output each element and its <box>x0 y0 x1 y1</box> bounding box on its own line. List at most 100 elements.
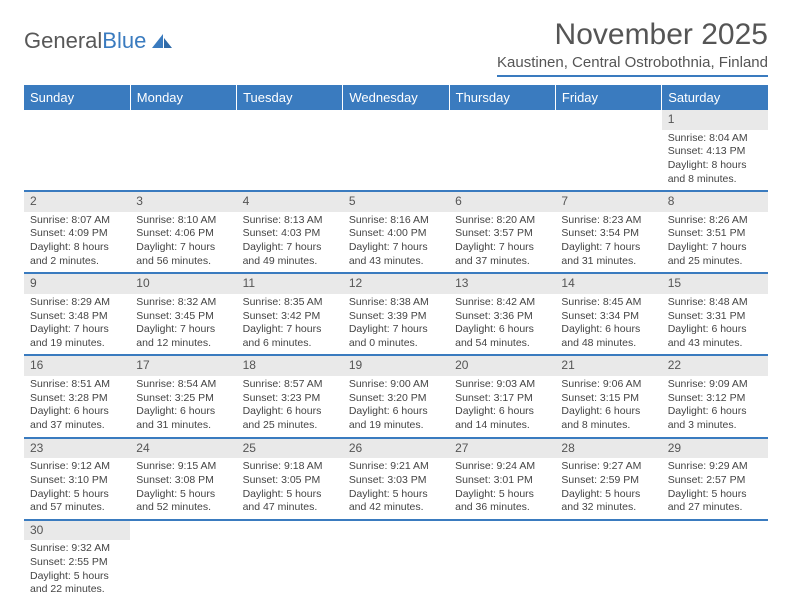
calendar-cell <box>662 520 768 601</box>
sunset-text: Sunset: 3:36 PM <box>455 310 549 324</box>
calendar-body: 1Sunrise: 8:04 AMSunset: 4:13 PMDaylight… <box>24 110 768 601</box>
calendar-cell: 26Sunrise: 9:21 AMSunset: 3:03 PMDayligh… <box>343 438 449 520</box>
sunrise-text: Sunrise: 8:42 AM <box>455 296 549 310</box>
day-number: 11 <box>237 274 343 294</box>
sunrise-text: Sunrise: 9:32 AM <box>30 542 124 556</box>
daylight-text: Daylight: 6 hours and 31 minutes. <box>136 405 230 432</box>
sunrise-text: Sunrise: 8:29 AM <box>30 296 124 310</box>
sunrise-text: Sunrise: 9:27 AM <box>561 460 655 474</box>
sunrise-text: Sunrise: 9:03 AM <box>455 378 549 392</box>
sunrise-text: Sunrise: 8:35 AM <box>243 296 337 310</box>
sunset-text: Sunset: 3:54 PM <box>561 227 655 241</box>
weekday-header: Wednesday <box>343 85 449 110</box>
cell-body: Sunrise: 8:35 AMSunset: 3:42 PMDaylight:… <box>237 294 343 355</box>
cell-body: Sunrise: 8:42 AMSunset: 3:36 PMDaylight:… <box>449 294 555 355</box>
calendar-cell: 7Sunrise: 8:23 AMSunset: 3:54 PMDaylight… <box>555 191 661 273</box>
daylight-text: Daylight: 6 hours and 14 minutes. <box>455 405 549 432</box>
sunset-text: Sunset: 2:59 PM <box>561 474 655 488</box>
daylight-text: Daylight: 6 hours and 54 minutes. <box>455 323 549 350</box>
sunrise-text: Sunrise: 8:26 AM <box>668 214 762 228</box>
sunset-text: Sunset: 3:48 PM <box>30 310 124 324</box>
cell-body: Sunrise: 8:04 AMSunset: 4:13 PMDaylight:… <box>662 130 768 191</box>
calendar-week-row: 30Sunrise: 9:32 AMSunset: 2:55 PMDayligh… <box>24 520 768 601</box>
day-number: 12 <box>343 274 449 294</box>
cell-body: Sunrise: 8:51 AMSunset: 3:28 PMDaylight:… <box>24 376 130 437</box>
daylight-text: Daylight: 6 hours and 43 minutes. <box>668 323 762 350</box>
calendar-cell: 20Sunrise: 9:03 AMSunset: 3:17 PMDayligh… <box>449 355 555 437</box>
calendar-cell: 25Sunrise: 9:18 AMSunset: 3:05 PMDayligh… <box>237 438 343 520</box>
calendar-cell: 15Sunrise: 8:48 AMSunset: 3:31 PMDayligh… <box>662 273 768 355</box>
sunset-text: Sunset: 3:10 PM <box>30 474 124 488</box>
daylight-text: Daylight: 7 hours and 6 minutes. <box>243 323 337 350</box>
location: Kaustinen, Central Ostrobothnia, Finland <box>497 54 768 77</box>
calendar-cell <box>24 110 130 191</box>
daylight-text: Daylight: 5 hours and 32 minutes. <box>561 488 655 515</box>
sunrise-text: Sunrise: 8:54 AM <box>136 378 230 392</box>
daylight-text: Daylight: 7 hours and 49 minutes. <box>243 241 337 268</box>
sunset-text: Sunset: 3:42 PM <box>243 310 337 324</box>
cell-body: Sunrise: 9:12 AMSunset: 3:10 PMDaylight:… <box>24 458 130 519</box>
calendar-week-row: 23Sunrise: 9:12 AMSunset: 3:10 PMDayligh… <box>24 438 768 520</box>
month-title: November 2025 <box>497 18 768 52</box>
sunset-text: Sunset: 2:57 PM <box>668 474 762 488</box>
calendar-week-row: 9Sunrise: 8:29 AMSunset: 3:48 PMDaylight… <box>24 273 768 355</box>
sunset-text: Sunset: 3:39 PM <box>349 310 443 324</box>
daylight-text: Daylight: 7 hours and 12 minutes. <box>136 323 230 350</box>
calendar-cell <box>449 110 555 191</box>
sunset-text: Sunset: 3:28 PM <box>30 392 124 406</box>
cell-body: Sunrise: 8:29 AMSunset: 3:48 PMDaylight:… <box>24 294 130 355</box>
cell-body: Sunrise: 9:03 AMSunset: 3:17 PMDaylight:… <box>449 376 555 437</box>
sunset-text: Sunset: 2:55 PM <box>30 556 124 570</box>
day-number: 24 <box>130 439 236 459</box>
header: GeneralBlue November 2025 Kaustinen, Cen… <box>24 18 768 77</box>
sunrise-text: Sunrise: 9:00 AM <box>349 378 443 392</box>
cell-body: Sunrise: 8:16 AMSunset: 4:00 PMDaylight:… <box>343 212 449 273</box>
calendar-week-row: 16Sunrise: 8:51 AMSunset: 3:28 PMDayligh… <box>24 355 768 437</box>
sunrise-text: Sunrise: 9:18 AM <box>243 460 337 474</box>
cell-body: Sunrise: 9:24 AMSunset: 3:01 PMDaylight:… <box>449 458 555 519</box>
weekday-header: Monday <box>130 85 236 110</box>
day-number: 14 <box>555 274 661 294</box>
calendar-cell: 4Sunrise: 8:13 AMSunset: 4:03 PMDaylight… <box>237 191 343 273</box>
cell-body: Sunrise: 8:38 AMSunset: 3:39 PMDaylight:… <box>343 294 449 355</box>
day-number: 1 <box>662 110 768 130</box>
calendar-cell: 19Sunrise: 9:00 AMSunset: 3:20 PMDayligh… <box>343 355 449 437</box>
daylight-text: Daylight: 5 hours and 42 minutes. <box>349 488 443 515</box>
day-number: 9 <box>24 274 130 294</box>
cell-body: Sunrise: 8:13 AMSunset: 4:03 PMDaylight:… <box>237 212 343 273</box>
sunrise-text: Sunrise: 8:16 AM <box>349 214 443 228</box>
cell-body: Sunrise: 8:32 AMSunset: 3:45 PMDaylight:… <box>130 294 236 355</box>
day-number: 10 <box>130 274 236 294</box>
calendar-cell: 6Sunrise: 8:20 AMSunset: 3:57 PMDaylight… <box>449 191 555 273</box>
logo: GeneralBlue <box>24 28 174 54</box>
sunset-text: Sunset: 3:03 PM <box>349 474 443 488</box>
day-number: 27 <box>449 439 555 459</box>
sunrise-text: Sunrise: 8:20 AM <box>455 214 549 228</box>
daylight-text: Daylight: 7 hours and 31 minutes. <box>561 241 655 268</box>
sunset-text: Sunset: 3:57 PM <box>455 227 549 241</box>
cell-body: Sunrise: 8:57 AMSunset: 3:23 PMDaylight:… <box>237 376 343 437</box>
day-number: 21 <box>555 356 661 376</box>
sunrise-text: Sunrise: 8:04 AM <box>668 132 762 146</box>
day-number: 23 <box>24 439 130 459</box>
cell-body: Sunrise: 9:18 AMSunset: 3:05 PMDaylight:… <box>237 458 343 519</box>
daylight-text: Daylight: 6 hours and 25 minutes. <box>243 405 337 432</box>
calendar-cell: 12Sunrise: 8:38 AMSunset: 3:39 PMDayligh… <box>343 273 449 355</box>
calendar-cell: 5Sunrise: 8:16 AMSunset: 4:00 PMDaylight… <box>343 191 449 273</box>
daylight-text: Daylight: 7 hours and 37 minutes. <box>455 241 549 268</box>
calendar-cell: 27Sunrise: 9:24 AMSunset: 3:01 PMDayligh… <box>449 438 555 520</box>
sunset-text: Sunset: 3:12 PM <box>668 392 762 406</box>
calendar-cell: 22Sunrise: 9:09 AMSunset: 3:12 PMDayligh… <box>662 355 768 437</box>
calendar-cell: 23Sunrise: 9:12 AMSunset: 3:10 PMDayligh… <box>24 438 130 520</box>
daylight-text: Daylight: 5 hours and 27 minutes. <box>668 488 762 515</box>
calendar-cell: 29Sunrise: 9:29 AMSunset: 2:57 PMDayligh… <box>662 438 768 520</box>
calendar-cell: 11Sunrise: 8:35 AMSunset: 3:42 PMDayligh… <box>237 273 343 355</box>
day-number: 18 <box>237 356 343 376</box>
calendar-cell: 1Sunrise: 8:04 AMSunset: 4:13 PMDaylight… <box>662 110 768 191</box>
daylight-text: Daylight: 7 hours and 43 minutes. <box>349 241 443 268</box>
logo-suffix: Blue <box>102 28 146 54</box>
day-number: 28 <box>555 439 661 459</box>
calendar-cell <box>449 520 555 601</box>
sunset-text: Sunset: 3:15 PM <box>561 392 655 406</box>
calendar-cell: 2Sunrise: 8:07 AMSunset: 4:09 PMDaylight… <box>24 191 130 273</box>
